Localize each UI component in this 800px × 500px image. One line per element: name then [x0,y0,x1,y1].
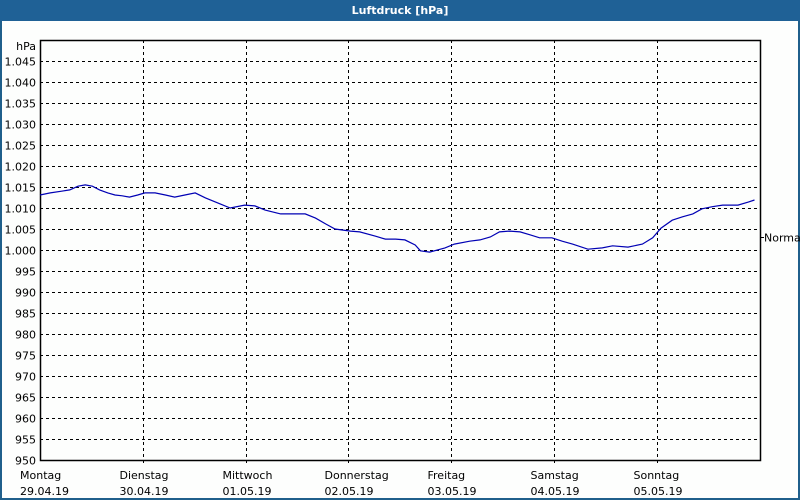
x-date-label: 30.04.19 [120,485,169,498]
y-axis-unit: hPa [16,40,36,53]
x-day-label: Montag [20,469,61,482]
x-date-label: 03.05.19 [428,485,477,498]
normal-label: Normal [764,232,800,245]
window-title: Luftdruck [hPa] [0,0,800,21]
y-tick-label: 1.015 [5,182,37,195]
y-tick-label: 950 [15,455,36,468]
x-day-label: Samstag [531,469,579,482]
x-date-label: 05.05.19 [634,485,683,498]
x-day-label: Mittwoch [223,469,273,482]
y-tick-label: 1.040 [5,77,37,90]
x-day-label: Dienstag [120,469,169,482]
y-tick-label: 990 [15,287,36,300]
y-tick-label: 995 [15,266,36,279]
y-tick-label: 975 [15,350,36,363]
x-date-label: 29.04.19 [20,485,69,498]
y-tick-label: 965 [15,392,36,405]
y-tick-label: 1.010 [5,203,37,216]
plot-frame [39,39,762,462]
y-tick-label: 955 [15,434,36,447]
y-tick-label: 1.020 [5,161,37,174]
y-tick-label: 970 [15,371,36,384]
x-date-label: 04.05.19 [531,485,580,498]
y-tick-label: 1.025 [5,140,37,153]
x-day-label: Donnerstag [325,469,389,482]
x-day-label: Sonntag [634,469,680,482]
x-date-label: 02.05.19 [325,485,374,498]
x-day-label: Freitag [428,469,466,482]
y-tick-label: 1.030 [5,119,37,132]
y-tick-label: 1.000 [5,245,37,258]
x-date-label: 01.05.19 [223,485,272,498]
y-tick-label: 960 [15,413,36,426]
y-tick-label: 1.035 [5,98,37,111]
pressure-line [39,184,755,253]
y-tick-label: 1.005 [5,224,37,237]
y-tick-label: 1.045 [5,56,37,69]
y-tick-label: 985 [15,308,36,321]
y-tick-label: 980 [15,329,36,342]
